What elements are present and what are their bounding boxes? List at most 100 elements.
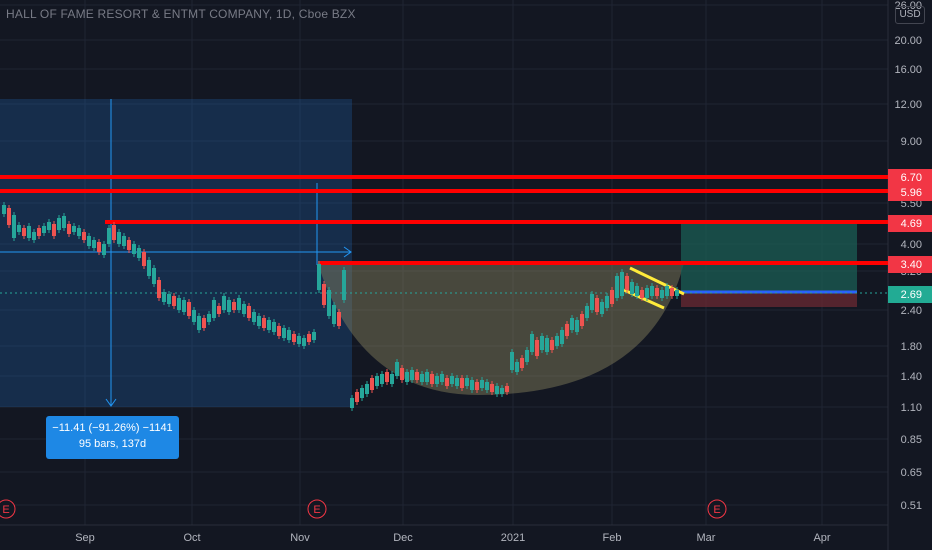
- stop-zone: [681, 292, 857, 307]
- candle-body: [675, 290, 679, 296]
- candle-body: [207, 314, 211, 322]
- candle-body: [67, 224, 71, 234]
- candle-body: [370, 378, 374, 390]
- candlestick-series: [2, 202, 679, 411]
- candle-body: [197, 316, 201, 330]
- target-zone: [681, 222, 857, 292]
- candle-body: [670, 288, 674, 296]
- candle-body: [395, 362, 399, 376]
- candle-body: [267, 320, 271, 330]
- candle-body: [27, 226, 31, 238]
- candle-body: [7, 208, 11, 225]
- candle-body: [660, 290, 664, 298]
- candle-body: [202, 318, 206, 328]
- candle-body: [232, 302, 236, 310]
- candle-body: [410, 370, 414, 380]
- candle-body: [122, 236, 126, 246]
- y-tick-label: 1.80: [901, 341, 922, 353]
- candle-body: [162, 292, 166, 302]
- candle-body: [337, 312, 341, 326]
- candle-body: [302, 338, 306, 346]
- candle-body: [500, 388, 504, 394]
- candle-body: [127, 240, 131, 250]
- candle-body: [550, 340, 554, 350]
- candle-body: [590, 294, 594, 310]
- candle-body: [460, 378, 464, 388]
- price-label: 5.96: [901, 187, 922, 199]
- measure-tooltip: −11.41 (−91.26%) −1141 95 bars, 137d: [46, 416, 179, 459]
- price-label-bg: [888, 169, 932, 186]
- x-tick-label: Dec: [393, 532, 413, 544]
- y-tick-label: 2.40: [901, 305, 922, 317]
- candle-body: [665, 286, 669, 296]
- x-tick-label: Sep: [75, 532, 95, 544]
- price-label: 4.69: [901, 218, 922, 230]
- candle-body: [360, 388, 364, 398]
- measure-box: [0, 99, 352, 407]
- earnings-marker: [707, 499, 727, 519]
- measure-change: −11.41 (−91.26%) −1141: [52, 422, 173, 434]
- y-tick-label: 1.40: [901, 371, 922, 383]
- candle-body: [242, 304, 246, 314]
- candle-body: [415, 372, 419, 380]
- measure-bars: 95 bars, 137d: [78, 438, 147, 450]
- candle-body: [485, 382, 489, 390]
- candle-body: [257, 316, 261, 326]
- chart-drawings: [0, 99, 888, 407]
- candle-body: [435, 376, 439, 384]
- candle-body: [650, 286, 654, 296]
- candle-body: [535, 340, 539, 356]
- time-axis: Sep Oct Nov Dec 2021 Feb Mar Apr: [75, 532, 831, 544]
- candle-body: [480, 380, 484, 388]
- price-label: 3.40: [901, 259, 922, 271]
- candle-body: [620, 272, 624, 296]
- candle-body: [585, 306, 589, 318]
- candle-body: [292, 334, 296, 342]
- candle-body: [72, 226, 76, 232]
- candle-body: [332, 305, 336, 324]
- candle-body: [555, 336, 559, 346]
- candle-body: [192, 310, 196, 322]
- candle-body: [380, 374, 384, 384]
- y-tick-label: 0.85: [901, 434, 922, 446]
- candle-body: [252, 312, 256, 322]
- candle-body: [565, 324, 569, 336]
- candle-body: [645, 288, 649, 298]
- candle-body: [227, 300, 231, 312]
- candle-body: [142, 252, 146, 266]
- y-tick-label: 4.00: [901, 239, 922, 251]
- candle-body: [475, 382, 479, 390]
- candle-body: [495, 386, 499, 394]
- candle-body: [625, 276, 629, 290]
- x-tick-label: Oct: [183, 532, 200, 544]
- candle-body: [167, 294, 171, 304]
- candle-body: [247, 306, 251, 318]
- candle-body: [237, 298, 241, 310]
- candle-body: [390, 374, 394, 384]
- x-tick-label: Mar: [697, 532, 716, 544]
- candle-body: [82, 232, 86, 240]
- candle-body: [217, 306, 221, 314]
- candle-body: [37, 228, 41, 236]
- candle-body: [520, 358, 524, 368]
- candle-body: [212, 300, 216, 318]
- candle-body: [222, 296, 226, 310]
- y-tick-label: 20.00: [894, 35, 922, 47]
- candle-body: [147, 260, 151, 276]
- earnings-marker-label: E: [313, 504, 320, 516]
- candle-body: [515, 362, 519, 372]
- currency-button[interactable]: USD: [895, 6, 925, 24]
- x-tick-label: Nov: [290, 532, 310, 544]
- candle-body: [172, 296, 176, 306]
- candle-body: [322, 284, 326, 305]
- candle-body: [635, 286, 639, 296]
- chart-grid: [0, 0, 889, 550]
- candle-body: [17, 225, 21, 232]
- measure-arrow-right: [343, 246, 352, 258]
- candle-body: [342, 270, 346, 300]
- candle-body: [12, 215, 16, 238]
- candle-body: [510, 352, 514, 370]
- y-tick-label: 9.00: [901, 136, 922, 148]
